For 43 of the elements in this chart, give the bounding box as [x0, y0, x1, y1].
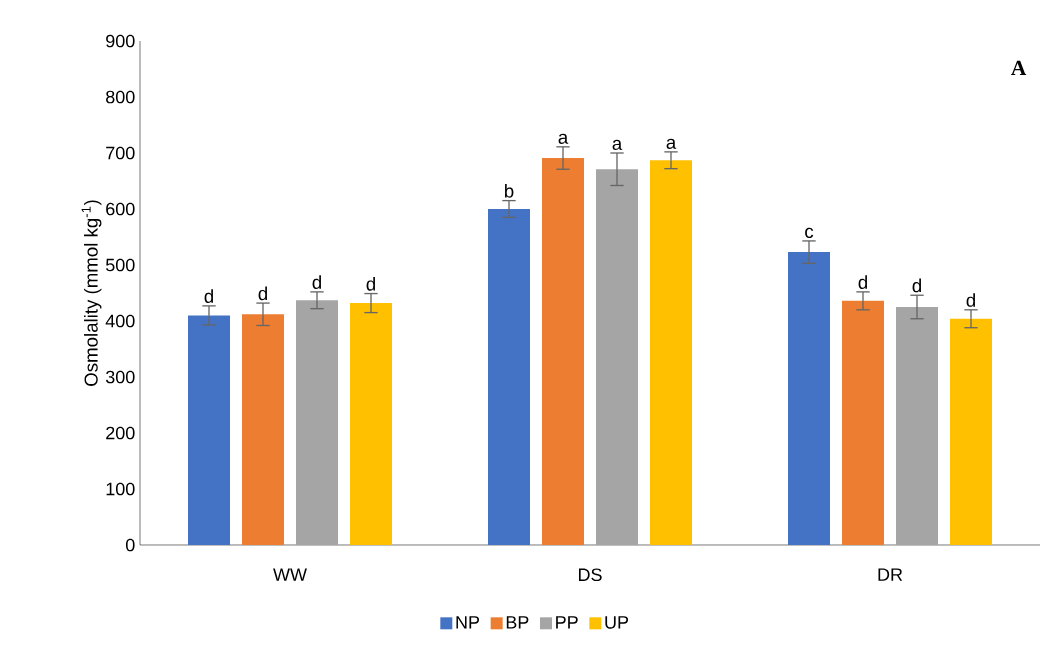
data-label: d: [204, 289, 213, 303]
y-tick-label: 100: [106, 482, 135, 496]
data-label: c: [805, 227, 814, 238]
bar: [350, 303, 392, 545]
legend-label: PP: [556, 616, 578, 629]
bar: [950, 318, 993, 545]
data-label: d: [258, 286, 267, 301]
legend-label: NP: [456, 616, 480, 629]
x-tick-label: WW: [273, 568, 307, 581]
bar: [242, 314, 284, 545]
data-label: a: [612, 139, 623, 151]
y-axis-title: Osmolality (mmol kg$^{-1}$): [81, 200, 102, 386]
bar: [596, 169, 638, 545]
y-tick-label: 700: [106, 146, 135, 160]
y-tick-label: 0: [125, 538, 135, 552]
y-tick-label: 400: [105, 314, 135, 328]
y-tick-label: 600: [106, 202, 135, 216]
y-tick-label: 900: [106, 34, 135, 48]
data-label: d: [312, 275, 321, 289]
data-label: a: [666, 138, 677, 149]
bar: [296, 300, 338, 545]
data-label: d: [366, 276, 375, 291]
y-tick-label: 200: [106, 426, 135, 440]
bar: [542, 158, 584, 545]
legend-label: BP: [506, 616, 529, 629]
annotation: A: [1011, 60, 1027, 75]
bar: [896, 307, 938, 545]
data-label: d: [912, 278, 921, 293]
y-tick-label: 300: [105, 370, 135, 384]
bar: [842, 300, 884, 545]
y-tick-label: 800: [106, 90, 135, 104]
x-tick-label: DS: [578, 568, 602, 582]
bar: [188, 315, 230, 545]
bar: [788, 252, 830, 545]
y-tick-label: 500: [105, 258, 135, 272]
x-tick-label: DR: [878, 568, 903, 581]
bar: [488, 209, 530, 545]
data-label: a: [558, 133, 569, 144]
bar: [650, 160, 692, 545]
data-label: d: [858, 275, 867, 289]
data-label: d: [966, 293, 975, 307]
legend-label: UP: [605, 616, 629, 629]
data-label: b: [505, 183, 514, 198]
